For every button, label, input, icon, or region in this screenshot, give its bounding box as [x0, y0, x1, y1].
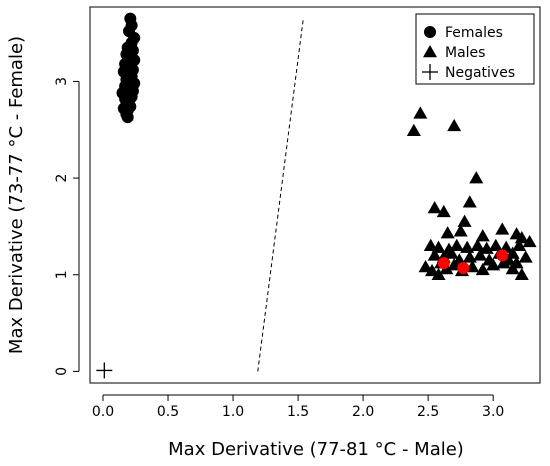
males-point: [427, 248, 442, 261]
males-point: [495, 222, 510, 235]
legend-marker-males: [423, 45, 437, 58]
males-point: [475, 229, 490, 242]
x-axis-title: Max Derivative (77-81 °C - Male): [168, 439, 464, 460]
males-point: [522, 234, 537, 248]
males-point: [475, 262, 490, 276]
y-tick-label: 3: [54, 77, 70, 86]
males-point: [514, 231, 529, 244]
males-point: [462, 250, 477, 263]
y-tick-label: 0: [54, 367, 70, 376]
males-point: [514, 267, 529, 280]
females-point: [121, 111, 134, 124]
x-tick-label: 2.0: [352, 404, 374, 420]
males-point: [486, 258, 501, 271]
males-point: [423, 238, 438, 251]
males-highlighted-point: [457, 261, 470, 274]
males-point: [518, 250, 533, 263]
legend-marker-females: [424, 26, 436, 38]
males-point: [427, 201, 442, 214]
x-tick-label: 0.0: [92, 404, 114, 420]
legend-label-females: Females: [445, 25, 503, 41]
males-point: [505, 261, 520, 275]
males-point: [449, 238, 464, 251]
males-highlighted-point: [437, 257, 450, 270]
plot-frame: [89, 6, 541, 384]
reference-line: [257, 18, 304, 372]
males-point: [444, 246, 459, 259]
negatives-point: [96, 362, 113, 379]
males-point: [462, 195, 477, 208]
males-point: [457, 214, 472, 227]
males-point: [436, 204, 451, 218]
legend-marker-negatives: [422, 64, 438, 80]
males-point: [469, 171, 484, 184]
males-point: [440, 226, 455, 239]
males-point: [453, 224, 468, 237]
y-tick-label: 1: [54, 270, 70, 279]
males-point: [413, 106, 428, 119]
reference-line-layer: [257, 18, 304, 372]
y-tick-label: 2: [54, 174, 70, 183]
y-axis-title: Max Derivative (73-77 °C - Female): [6, 36, 27, 354]
x-tick-label: 1.5: [287, 404, 309, 420]
y-axis: 0 1 2 3: [54, 77, 80, 376]
males-point: [447, 118, 462, 132]
x-tick-label: 2.5: [417, 404, 439, 420]
x-tick-label: 0.5: [157, 404, 179, 420]
legend: Females Males Negatives: [415, 13, 535, 85]
males-point: [496, 256, 511, 269]
males-point: [431, 267, 446, 280]
males-point: [470, 238, 485, 251]
legend-label-males: Males: [445, 45, 485, 61]
males-point: [406, 123, 421, 136]
x-tick-label: 3.0: [482, 404, 504, 420]
males-point: [512, 238, 527, 251]
points-layer: [96, 12, 537, 379]
males-highlighted-point: [496, 249, 509, 262]
males-point: [473, 248, 488, 261]
x-axis: 0.0 0.5 1.0 1.5 2.0 2.5 3.0: [92, 394, 504, 420]
legend-label-negatives: Negatives: [445, 65, 515, 81]
x-tick-label: 1.0: [222, 404, 244, 420]
males-point: [460, 240, 475, 253]
